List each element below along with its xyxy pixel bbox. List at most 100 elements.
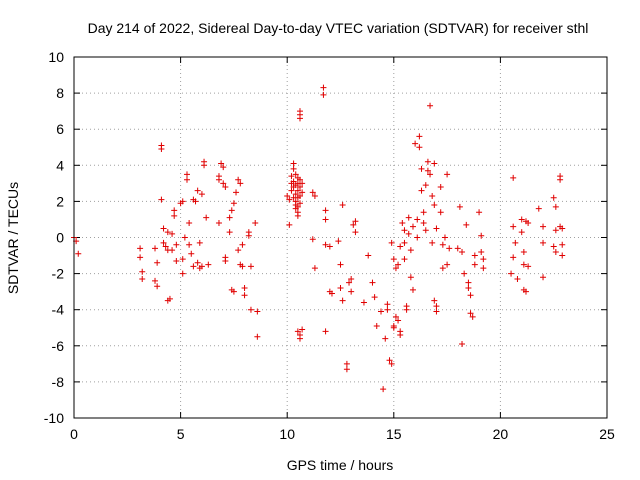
- data-point: [290, 165, 297, 172]
- data-point: [284, 192, 291, 199]
- x-tick-label: 5: [177, 426, 185, 442]
- data-point: [173, 241, 180, 248]
- data-point: [427, 171, 434, 178]
- data-point: [437, 183, 444, 190]
- data-point: [194, 259, 201, 266]
- data-point: [431, 202, 438, 209]
- data-point: [510, 223, 517, 230]
- data-point: [433, 303, 440, 310]
- data-point: [540, 239, 547, 246]
- y-tick-label: -8: [52, 374, 65, 390]
- data-point: [179, 198, 186, 205]
- data-point: [181, 234, 188, 241]
- data-point: [205, 261, 212, 268]
- data-point: [390, 324, 397, 331]
- data-point: [183, 171, 190, 178]
- data-point: [158, 146, 165, 153]
- tick-labels: 0 5 10 15 20 25 -10 -8 -6 -4 -2 0 2 4 6 8 10: [44, 49, 615, 442]
- data-point: [461, 270, 468, 277]
- data-point: [309, 236, 316, 243]
- data-point: [169, 230, 176, 237]
- data-point: [401, 239, 408, 246]
- data-point: [392, 313, 399, 320]
- data-point: [254, 308, 261, 315]
- data-point: [392, 265, 399, 272]
- y-tick-label: -6: [52, 338, 65, 354]
- data-point: [299, 326, 306, 333]
- data-point: [439, 265, 446, 272]
- data-point: [518, 216, 525, 223]
- data-point: [296, 115, 303, 122]
- data-point: [247, 263, 254, 270]
- data-point: [343, 360, 350, 367]
- x-tick-label: 15: [386, 426, 402, 442]
- data-point: [431, 160, 438, 167]
- y-tick-label: 8: [56, 85, 64, 101]
- data-point: [241, 285, 248, 292]
- data-point: [311, 265, 318, 272]
- data-point: [557, 176, 564, 183]
- data-point: [222, 257, 229, 264]
- data-point: [444, 171, 451, 178]
- data-point: [401, 227, 408, 234]
- data-point: [365, 252, 372, 259]
- data-point: [459, 248, 466, 255]
- data-point: [395, 317, 402, 324]
- data-point: [152, 245, 159, 252]
- x-tick-label: 20: [493, 426, 509, 442]
- data-point: [405, 214, 412, 221]
- data-point: [431, 297, 438, 304]
- data-point: [433, 225, 440, 232]
- data-point: [508, 270, 515, 277]
- data-point: [186, 241, 193, 248]
- data-point: [352, 229, 359, 236]
- data-point: [296, 200, 303, 207]
- data-point: [245, 229, 252, 236]
- data-point: [441, 234, 448, 241]
- axis-ticks: [73, 56, 608, 419]
- plot-frame: [73, 56, 608, 419]
- data-point: [510, 254, 517, 261]
- data-point: [371, 294, 378, 301]
- data-point: [420, 209, 427, 216]
- data-point: [414, 216, 421, 223]
- data-point: [296, 192, 303, 199]
- data-point: [369, 279, 376, 286]
- data-point: [169, 247, 176, 254]
- y-tick-label: 6: [56, 121, 64, 137]
- data-point: [552, 203, 559, 210]
- data-point: [222, 183, 229, 190]
- data-point: [514, 276, 521, 283]
- data-point: [218, 160, 225, 167]
- data-point: [247, 306, 254, 313]
- data-point: [552, 248, 559, 255]
- data-point: [286, 196, 293, 203]
- data-point: [339, 297, 346, 304]
- data-point: [352, 218, 359, 225]
- data-point: [510, 174, 517, 181]
- data-point: [322, 216, 329, 223]
- data-point: [420, 220, 427, 227]
- y-tick-label: 0: [56, 230, 64, 246]
- data-point: [198, 191, 205, 198]
- data-point: [559, 225, 566, 232]
- data-point: [384, 301, 391, 308]
- data-point: [350, 221, 357, 228]
- data-point: [288, 173, 295, 180]
- data-point: [429, 239, 436, 246]
- data-point: [296, 335, 303, 342]
- x-tick-label: 0: [70, 426, 78, 442]
- data-point: [137, 245, 144, 252]
- data-point: [230, 288, 237, 295]
- data-point: [233, 189, 240, 196]
- data-point: [201, 162, 208, 169]
- data-point: [171, 207, 178, 214]
- data-point: [299, 180, 306, 187]
- data-point: [226, 214, 233, 221]
- data-point: [254, 333, 261, 340]
- data-point: [478, 248, 485, 255]
- data-point: [412, 140, 419, 147]
- data-point: [540, 274, 547, 281]
- data-point: [228, 207, 235, 214]
